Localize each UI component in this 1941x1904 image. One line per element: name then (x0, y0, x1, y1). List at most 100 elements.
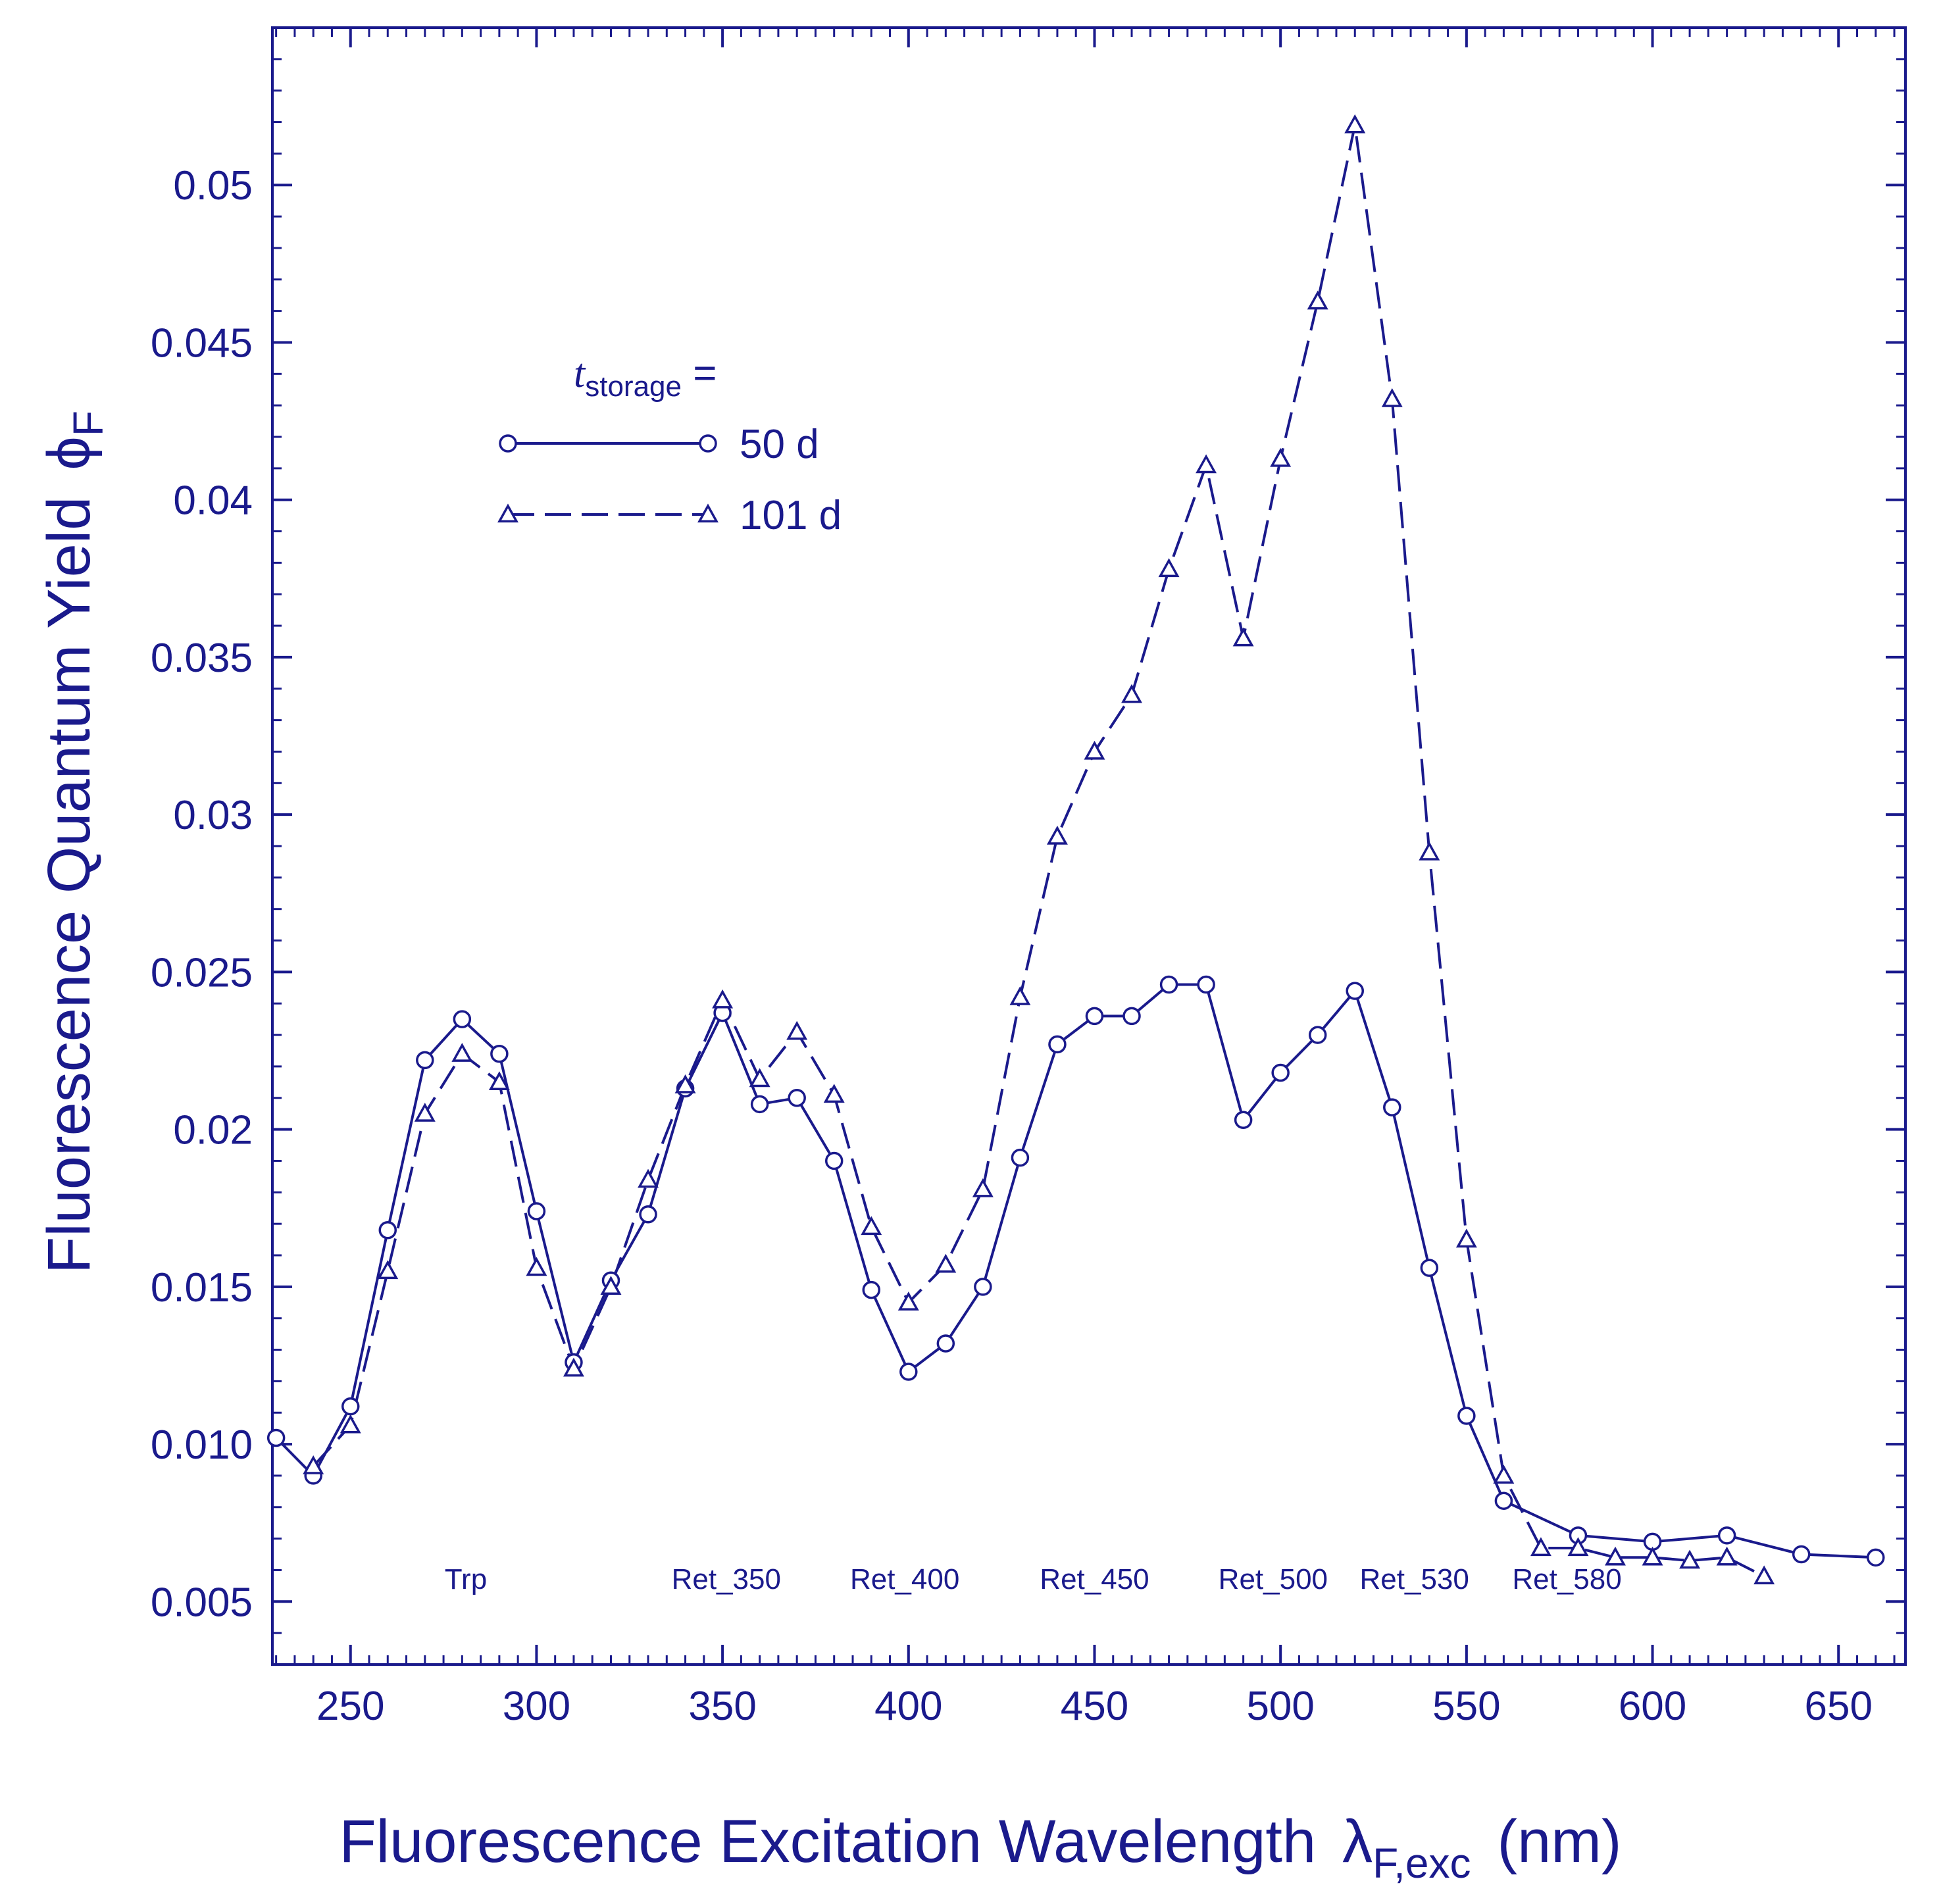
data-point-101d (861, 1216, 882, 1236)
data-point-101d (303, 1455, 324, 1474)
data-point-50d (1308, 1026, 1327, 1044)
data-point-50d (1197, 975, 1215, 994)
data-point-50d (1159, 975, 1178, 994)
data-point-101d (1530, 1537, 1551, 1557)
y-tick-labels: 0.005 0.010 0.015 0.02 0.025 0.03 0.035 0.04 0.0… (151, 163, 253, 1625)
data-point-50d (1494, 1491, 1513, 1510)
data-point-101d (972, 1178, 994, 1197)
data-point-101d (1270, 447, 1292, 467)
annotation-label: Ret_400 (850, 1563, 959, 1595)
data-point-50d (1085, 1007, 1104, 1026)
legend-marker (499, 434, 517, 453)
data-point-50d (862, 1280, 881, 1299)
data-point-50d (378, 1220, 397, 1240)
y-axis-symbol: ϕ (36, 436, 103, 470)
x-tick-label: 350 (688, 1684, 756, 1729)
y-tick-label: 0.010 (151, 1422, 253, 1468)
data-point-50d (936, 1334, 955, 1353)
data-point-101d (1753, 1565, 1775, 1585)
data-point-50d (1792, 1545, 1811, 1564)
y-tick-label: 0.025 (151, 950, 253, 995)
data-point-101d (638, 1168, 659, 1188)
data-point-50d (416, 1051, 434, 1070)
legend-marker (697, 503, 718, 523)
data-point-101d (1121, 684, 1142, 703)
data-point-101d (488, 1071, 510, 1090)
data-point-101d (563, 1357, 584, 1377)
x-tick-label: 650 (1805, 1684, 1873, 1729)
data-point-50d (639, 1205, 657, 1224)
data-point-50d (341, 1397, 360, 1416)
data-point-50d (1420, 1259, 1439, 1277)
data-point-50d (453, 1010, 472, 1028)
x-axis-title: Fluorescence Excitation Wavelength λF,exc… (339, 1808, 1621, 1887)
x-tick-label: 400 (874, 1684, 942, 1729)
data-point-101d (1493, 1465, 1515, 1484)
annotation-label: Ret_350 (672, 1563, 781, 1595)
data-point-50d (1122, 1007, 1141, 1026)
y-tick-label: 0.015 (151, 1265, 253, 1311)
x-axis-title-main: Fluorescence Excitation Wavelength (339, 1808, 1316, 1875)
y-tick-label: 0.03 (173, 793, 253, 838)
data-point-50d (1011, 1148, 1030, 1167)
data-point-50d (1383, 1098, 1401, 1116)
data-point-50d (266, 1428, 286, 1447)
x-axis-symbol: λ (1342, 1808, 1373, 1875)
data-point-101d (1642, 1546, 1663, 1566)
data-point-50d (1346, 982, 1364, 1000)
legend: tstorage = 50 d 101 d (497, 351, 842, 538)
data-point-101d (1716, 1546, 1738, 1566)
data-point-101d (712, 989, 734, 1009)
legend-title-main: t (574, 351, 586, 396)
y-tick-label: 0.045 (151, 320, 253, 366)
data-point-50d (750, 1095, 769, 1114)
data-point-50d (824, 1151, 844, 1170)
minor-ticks (272, 28, 1905, 1665)
y-tick-label: 0.02 (173, 1108, 253, 1153)
y-tick-label: 0.05 (173, 163, 253, 209)
data-point-101d (1196, 454, 1217, 474)
legend-marker (699, 434, 717, 453)
data-point-50d (1048, 1035, 1067, 1054)
data-point-50d (1271, 1063, 1290, 1082)
data-point-101d (1344, 114, 1366, 134)
data-point-50d (974, 1278, 992, 1296)
data-point-101d (1419, 841, 1440, 861)
y-tick-label: 0.005 (151, 1580, 253, 1625)
data-point-101d (1158, 558, 1180, 578)
legend-marker (497, 503, 518, 523)
data-point-50d (899, 1363, 918, 1381)
y-tick-label: 0.035 (151, 636, 253, 681)
series-markers (266, 114, 1885, 1585)
data-point-50d (490, 1045, 509, 1063)
x-tick-label: 300 (503, 1684, 570, 1729)
x-axis-subscript: F,exc (1373, 1840, 1471, 1887)
data-point-50d (1867, 1548, 1885, 1567)
data-point-101d (935, 1253, 957, 1273)
data-point-101d (1009, 986, 1031, 1005)
data-point-101d (377, 1260, 399, 1280)
data-point-50d (788, 1089, 806, 1107)
x-tick-label: 450 (1061, 1684, 1128, 1729)
data-point-101d (340, 1414, 361, 1434)
x-tick-labels: 250 300 350 400 450 500 550 600 650 (316, 1684, 1873, 1729)
x-tick-label: 500 (1246, 1684, 1314, 1729)
legend-title: tstorage = (574, 351, 717, 403)
y-axis-subscript: F (64, 411, 112, 436)
data-point-101d (1455, 1228, 1477, 1248)
data-point-50d (1234, 1111, 1253, 1130)
legend-label: 50 d (740, 422, 819, 467)
data-point-101d (749, 1068, 770, 1088)
data-point-101d (1679, 1549, 1701, 1569)
data-point-50d (1457, 1407, 1476, 1425)
plot-frame (271, 26, 1907, 1666)
series-line-101d (312, 124, 1765, 1578)
data-point-101d (1084, 740, 1105, 760)
data-point-101d (1381, 388, 1403, 407)
annotations: Trp Ret_350 Ret_400 Ret_450 Ret_500 Ret_530 Re… (445, 1563, 1622, 1595)
annotation-label: Trp (445, 1563, 487, 1595)
x-tick-label: 600 (1619, 1684, 1686, 1729)
annotation-label: Ret_450 (1040, 1563, 1149, 1595)
legend-label: 101 d (740, 493, 842, 538)
